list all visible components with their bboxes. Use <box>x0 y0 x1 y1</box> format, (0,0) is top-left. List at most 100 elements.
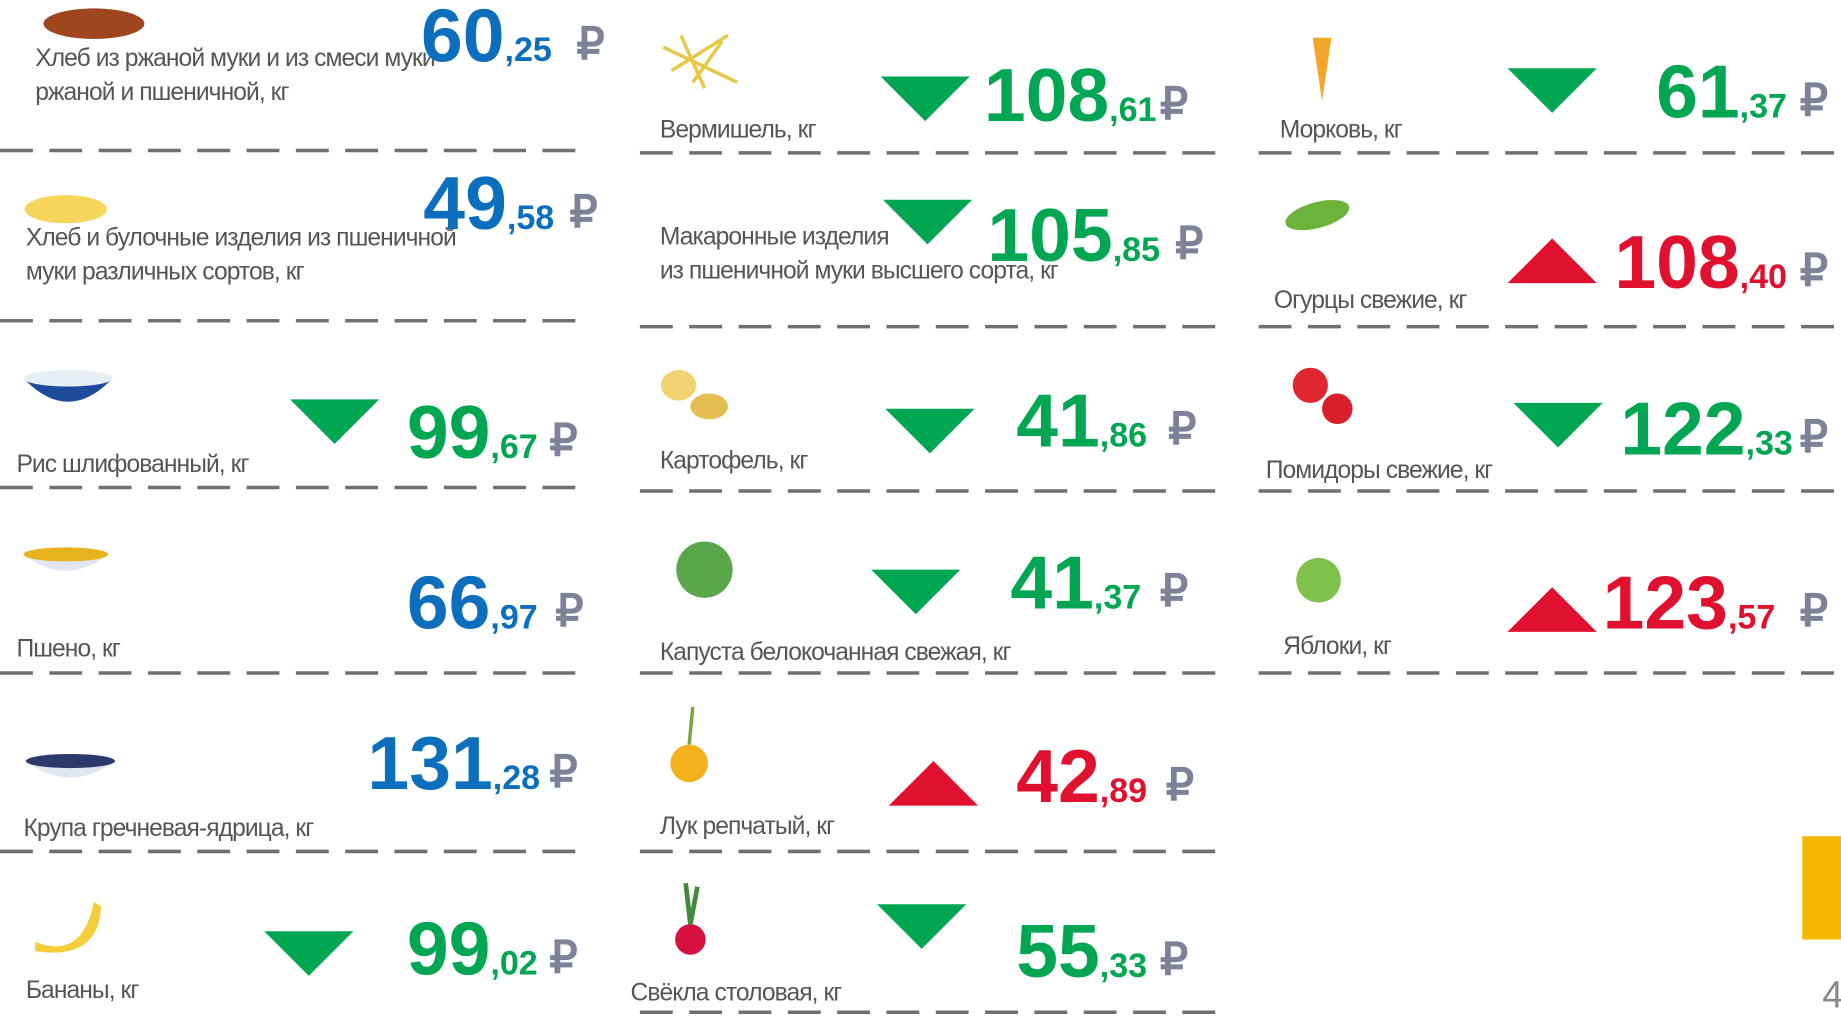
price: 105,85 <box>987 193 1160 277</box>
price-decimal: ,40 <box>1740 258 1787 296</box>
tomato-icon <box>1292 367 1328 403</box>
price-integer: 99 <box>407 390 491 474</box>
item-name: Хлеб и булочные изделия из пшеничной <box>26 225 456 252</box>
trend-arrow <box>877 904 967 949</box>
icons <box>23 8 1841 955</box>
price: 122,33 <box>1620 387 1793 471</box>
price-integer: 42 <box>1016 734 1100 818</box>
price-integer: 122 <box>1620 387 1745 471</box>
currency: ₽ <box>576 20 604 69</box>
item-name: Макаронные изделия <box>660 223 889 250</box>
buckwheat-top <box>25 753 116 769</box>
currency: ₽ <box>1800 76 1828 125</box>
cucumber-icon <box>1285 199 1350 231</box>
item-name: Помидоры свежие, кг <box>1266 457 1494 484</box>
currency: ₽ <box>1160 936 1188 985</box>
cabbage-icon <box>676 541 733 598</box>
apple-icon <box>1296 557 1341 603</box>
trend-arrow <box>885 408 975 454</box>
price-decimal: ,85 <box>1113 231 1160 269</box>
currency: ₽ <box>549 933 577 982</box>
banana-icon <box>35 901 101 953</box>
currency: ₽ <box>1166 761 1194 810</box>
item-name: Бананы, кг <box>26 977 140 1004</box>
price: 55,33 <box>1016 909 1147 993</box>
price-integer: 61 <box>1656 50 1740 134</box>
price: 49,58 <box>423 161 554 245</box>
price: 108,40 <box>1614 220 1787 304</box>
price-integer: 108 <box>984 53 1109 137</box>
tomato-icon-2 <box>1322 393 1353 425</box>
price-decimal: ,89 <box>1100 772 1147 810</box>
price-decimal: ,97 <box>490 598 537 636</box>
price-decimal: ,61 <box>1109 91 1156 129</box>
price: 60,25 <box>421 0 552 77</box>
item-name: Яблоки, кг <box>1283 633 1392 660</box>
price: 66,97 <box>407 560 538 644</box>
item-name: Капуста белокочанная свежая, кг <box>660 639 1012 666</box>
price-decimal: ,02 <box>490 945 537 983</box>
price-integer: 49 <box>423 161 507 245</box>
currency: ₽ <box>1160 80 1188 129</box>
currency: ₽ <box>549 417 577 466</box>
price-decimal: ,37 <box>1740 88 1787 126</box>
price-integer: 108 <box>1614 220 1739 304</box>
price: 41,86 <box>1016 378 1147 462</box>
item-name: Свёкла столовая, кг <box>630 980 842 1007</box>
price-decimal: ,58 <box>507 199 554 237</box>
trend-arrow <box>882 199 973 245</box>
price-integer: 105 <box>987 193 1112 277</box>
price: 123,57 <box>1603 560 1776 644</box>
rye-bread-icon <box>43 8 145 39</box>
wheat-bread-icon <box>24 195 107 224</box>
price-decimal: ,57 <box>1728 598 1775 636</box>
item-name: ржаной и пшеничной, кг <box>35 79 289 106</box>
item-name: Картофель, кг <box>660 448 809 475</box>
trend-arrow <box>264 931 354 976</box>
price: 131,28 <box>367 721 540 805</box>
item-name: Крупа гречневая-ядрица, кг <box>23 815 314 842</box>
item-name: Вермишель, кг <box>660 117 817 144</box>
price-integer: 41 <box>1010 540 1094 624</box>
trend-arrow <box>871 569 961 615</box>
price-integer: 60 <box>421 0 505 77</box>
trend-arrow <box>1507 587 1597 632</box>
price-integer: 99 <box>407 907 491 991</box>
page-number: 4 <box>1822 974 1841 1016</box>
price-decimal: ,33 <box>1100 947 1147 985</box>
item-name: Рис шлифованный, кг <box>16 451 249 478</box>
currency: ₽ <box>1800 413 1828 462</box>
trend-arrow <box>1507 238 1597 284</box>
trend-arrow <box>1513 402 1603 448</box>
price-integer: 41 <box>1016 378 1100 462</box>
rice-top <box>23 370 113 387</box>
trend-arrow <box>888 761 979 806</box>
beet-leaves <box>683 882 700 925</box>
currency: ₽ <box>569 188 597 237</box>
potato-icon-2 <box>690 393 728 420</box>
price-integer: 123 <box>1603 560 1728 644</box>
item-name: Пшено, кг <box>16 636 120 663</box>
item-name: Огурцы свежие, кг <box>1274 287 1468 314</box>
currency: ₽ <box>1168 405 1196 454</box>
currency: ₽ <box>1160 567 1188 616</box>
potato-icon <box>661 370 697 401</box>
onion-icon <box>670 744 708 783</box>
price-integer: 55 <box>1016 909 1100 993</box>
price-decimal: ,86 <box>1100 416 1147 454</box>
price-decimal: ,37 <box>1094 578 1141 616</box>
price-decimal: ,28 <box>493 759 540 797</box>
price-integer: 66 <box>407 560 491 644</box>
onion-stem <box>687 706 695 745</box>
currency: ₽ <box>555 587 583 636</box>
next-button[interactable] <box>1802 836 1841 940</box>
price: 42,89 <box>1016 734 1147 818</box>
carrot-icon <box>1312 37 1332 102</box>
price: 41,37 <box>1010 540 1141 624</box>
price: 61,37 <box>1656 50 1787 134</box>
item-name: Лук репчатый, кг <box>660 813 835 840</box>
currency: ₽ <box>549 748 577 797</box>
price: 99,67 <box>407 390 538 474</box>
trend-arrow <box>1507 68 1597 113</box>
